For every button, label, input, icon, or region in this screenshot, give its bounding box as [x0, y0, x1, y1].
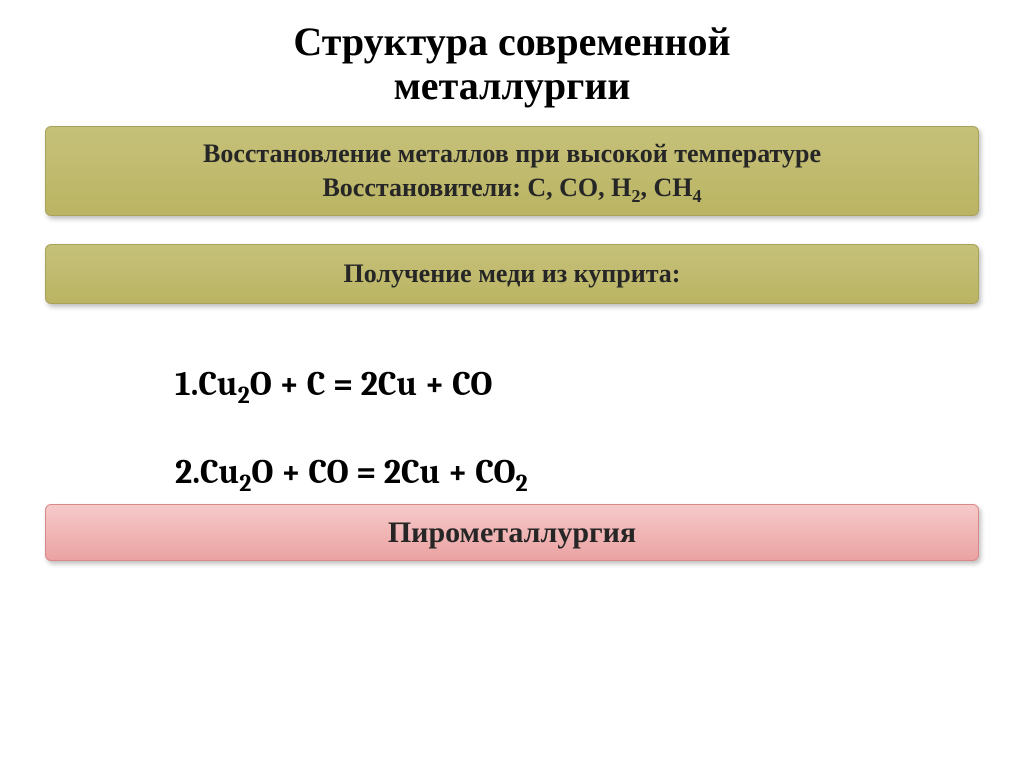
- eq2-mid: O + CO = 2Cu + CO: [251, 452, 515, 492]
- copper-text: Получение меди из куприта:: [66, 259, 958, 289]
- equation-2: 2.Cu2O + CO = 2Cu + CO2: [45, 452, 979, 492]
- reducers-line1: Восстановление металлов при высокой темп…: [66, 139, 958, 169]
- page-title: Структура современной металлургии: [45, 20, 979, 108]
- eq2-prefix: 2.Cu: [175, 452, 239, 492]
- eq1-sub1: 2: [238, 382, 250, 409]
- copper-box: Получение меди из куприта:: [45, 244, 979, 304]
- reducers-box: Восстановление металлов при высокой темп…: [45, 126, 979, 216]
- slide: Структура современной металлургии Восста…: [0, 0, 1024, 768]
- eq1-prefix: 1.Cu: [175, 364, 238, 404]
- reducers-sub2: 4: [692, 186, 701, 206]
- reducers-line2: Восстановители: С, СО, Н2, CH4: [66, 173, 958, 203]
- pyrometallurgy-text: Пирометаллургия: [66, 515, 958, 550]
- eq1-mid: O + C = 2Cu + CO: [250, 364, 493, 404]
- eq2-sub2: 2: [516, 470, 528, 497]
- title-line2: металлургии: [394, 63, 631, 108]
- pyrometallurgy-box: Пирометаллургия: [45, 504, 979, 561]
- title-line1: Структура современной: [293, 19, 730, 64]
- reducers-mid: , CH: [640, 173, 692, 202]
- eq2-sub1: 2: [239, 470, 251, 497]
- equation-1: 1.Cu2O + C = 2Cu + CO: [45, 364, 979, 404]
- reducers-prefix: Восстановители: С, СО, Н: [322, 173, 631, 202]
